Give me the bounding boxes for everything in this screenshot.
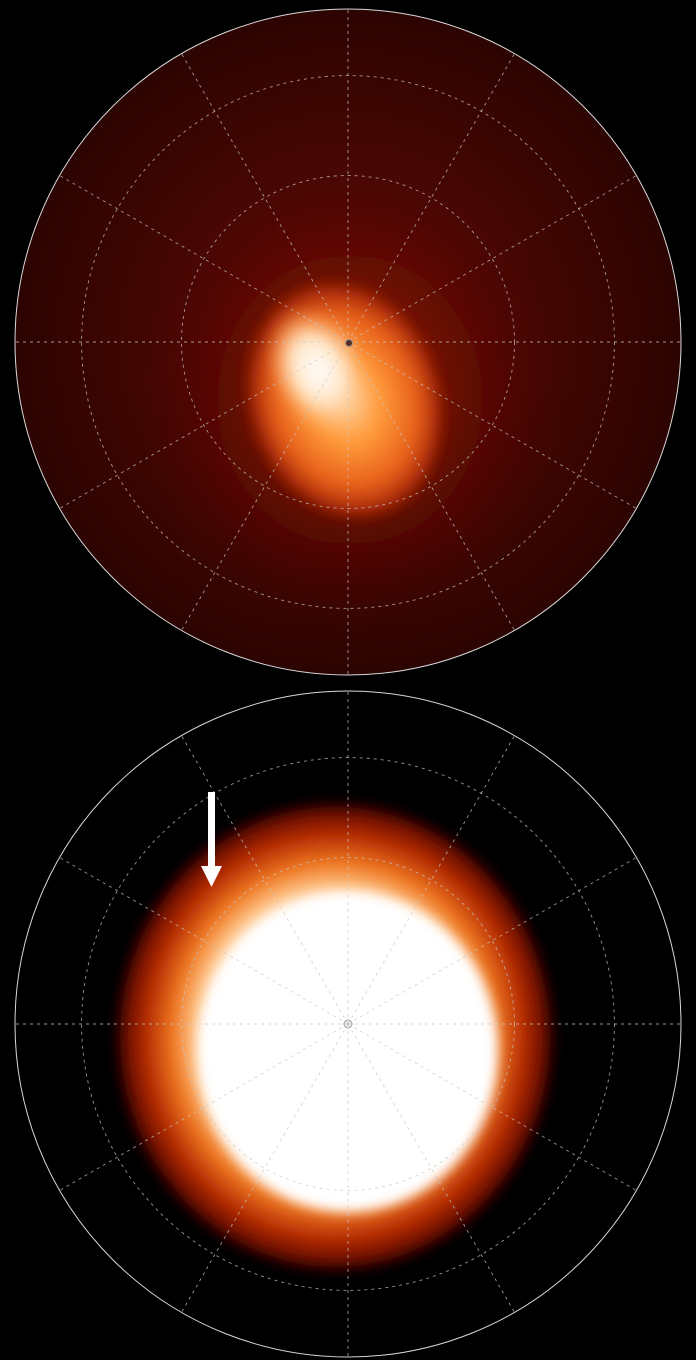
down-arrow-icon [201,792,222,887]
top-panel-grid [15,9,681,675]
bottom-panel-zenith-marker [343,1019,353,1029]
top-panel [14,8,682,676]
bottom-panel [14,690,682,1358]
top-panel-zenith-marker [345,339,353,347]
top-panel-bright-core [266,306,370,434]
bottom-panel-outline [14,690,682,1358]
grid-ring-1 [181,175,515,509]
top-panel-outline [14,8,682,676]
grid-ring-1 [181,857,515,1191]
bottom-panel-grid [15,691,681,1357]
